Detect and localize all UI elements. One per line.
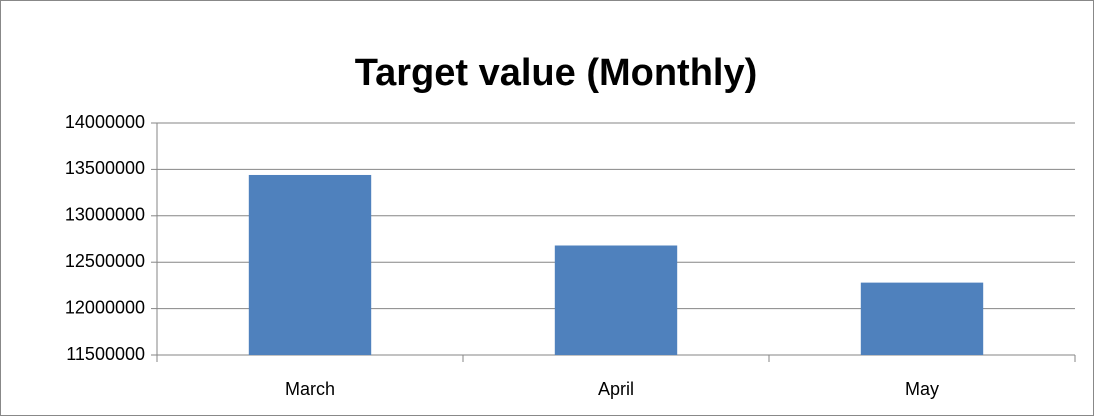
y-tick-label: 14000000 [65,112,145,132]
y-tick-label: 12500000 [65,251,145,271]
chart-title: Target value (Monthly) [355,52,758,94]
bar [248,174,372,355]
x-tick-label: March [285,379,335,399]
y-tick-label: 13500000 [65,158,145,178]
x-tick-label: May [905,379,939,399]
y-tick-label: 11500000 [66,344,145,364]
x-tick-label: April [598,379,634,399]
bar [554,245,678,355]
y-tick-label: 12000000 [65,297,145,317]
y-tick-label: 13000000 [65,205,145,225]
bar [860,282,984,355]
